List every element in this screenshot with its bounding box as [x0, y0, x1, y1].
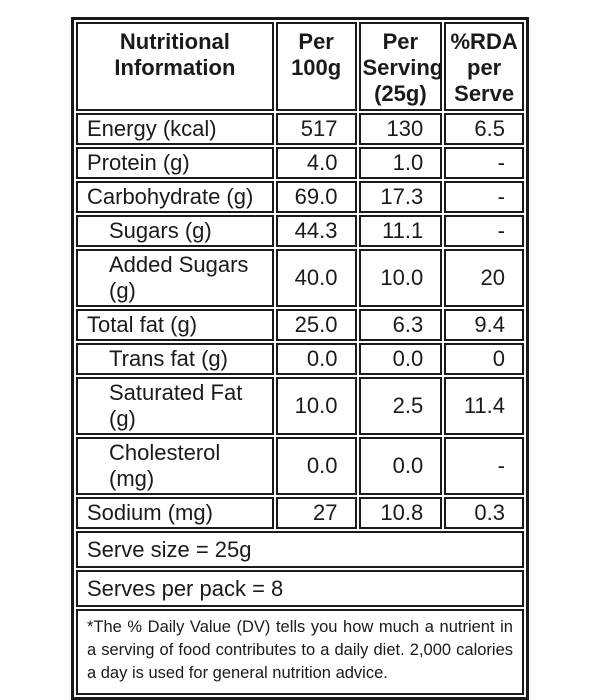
footnote-text: *The % Daily Value (DV) tells you how mu…: [76, 609, 524, 695]
header-rda-per-serve: %RDA per Serve: [444, 22, 524, 111]
table-row: Cholesterol (mg) 0.0 0.0-: [76, 437, 524, 495]
value-per-serving: 0.0: [358, 437, 443, 495]
value-rda: 6.5: [444, 113, 524, 145]
nutrient-label: Added Sugars (g): [76, 249, 274, 307]
value-rda: 0.3: [444, 497, 524, 529]
value-rda: -: [444, 437, 524, 495]
value-per-serving: 10.0: [358, 249, 443, 307]
serves-per-pack-text: Serves per pack = 8: [76, 570, 524, 607]
header-per-100g: Per 100g: [275, 22, 357, 111]
value-rda: 20: [444, 249, 524, 307]
value-per-serving: 1.0: [358, 147, 443, 179]
value-per-100g: 0.0: [275, 343, 357, 375]
table-row: Carbohydrate (g) 69.0 17.3-: [76, 181, 524, 213]
value-rda: 9.4: [444, 309, 524, 341]
nutrition-table: Nutritional Information Per 100g Per Ser…: [71, 17, 529, 700]
value-per-serving: 6.3: [358, 309, 443, 341]
value-per-serving: 2.5: [358, 377, 443, 435]
nutrient-label: Energy (kcal): [76, 113, 274, 145]
value-per-100g: 27: [275, 497, 357, 529]
value-per-serving: 0.0: [358, 343, 443, 375]
value-per-100g: 25.0: [275, 309, 357, 341]
value-rda: 11.4: [444, 377, 524, 435]
serve-size-row: Serve size = 25g: [76, 531, 524, 568]
serve-size-text: Serve size = 25g: [76, 531, 524, 568]
value-per-100g: 44.3: [275, 215, 357, 247]
nutrient-label: Saturated Fat (g): [76, 377, 274, 435]
nutrient-label: Protein (g): [76, 147, 274, 179]
header-row: Nutritional Information Per 100g Per Ser…: [76, 22, 524, 111]
nutrition-label-page: Nutritional Information Per 100g Per Ser…: [71, 17, 529, 700]
table-row: Protein (g) 4.0 1.0-: [76, 147, 524, 179]
nutrient-label: Carbohydrate (g): [76, 181, 274, 213]
value-per-100g: 517: [275, 113, 357, 145]
value-rda: 0: [444, 343, 524, 375]
table-row: Added Sugars (g) 40.0 10.0 20: [76, 249, 524, 307]
value-per-100g: 10.0: [275, 377, 357, 435]
value-per-100g: 69.0: [275, 181, 357, 213]
value-per-serving: 10.8: [358, 497, 443, 529]
nutrient-label: Sugars (g): [76, 215, 274, 247]
table-row: Trans fat (g) 0.0 0.0 0: [76, 343, 524, 375]
nutrient-rows: Energy (kcal) 517 130 6.5 Protein (g) 4.0 1.0-…: [76, 113, 524, 529]
table-row: Saturated Fat (g) 10.0 2.5 11.4: [76, 377, 524, 435]
value-per-100g: 0.0: [275, 437, 357, 495]
nutrient-label: Total fat (g): [76, 309, 274, 341]
nutrient-label: Cholesterol (mg): [76, 437, 274, 495]
table-row: Total fat (g) 25.0 6.3 9.4: [76, 309, 524, 341]
table-row: Sodium (mg) 27 10.8 0.3: [76, 497, 524, 529]
nutrient-label: Sodium (mg): [76, 497, 274, 529]
value-per-serving: 17.3: [358, 181, 443, 213]
header-per-serving: Per Serving (25g): [358, 22, 443, 111]
table-row: Energy (kcal) 517 130 6.5: [76, 113, 524, 145]
value-per-100g: 4.0: [275, 147, 357, 179]
summary-rows: Serve size = 25g Serves per pack = 8 *Th…: [76, 531, 524, 695]
value-rda: -: [444, 147, 524, 179]
value-per-serving: 11.1: [358, 215, 443, 247]
value-rda: -: [444, 181, 524, 213]
value-rda: -: [444, 215, 524, 247]
value-per-100g: 40.0: [275, 249, 357, 307]
header-nutritional-information: Nutritional Information: [76, 22, 274, 111]
value-per-serving: 130: [358, 113, 443, 145]
footnote-row: *The % Daily Value (DV) tells you how mu…: [76, 609, 524, 695]
serves-per-pack-row: Serves per pack = 8: [76, 570, 524, 607]
table-row: Sugars (g) 44.3 11.1-: [76, 215, 524, 247]
nutrient-label: Trans fat (g): [76, 343, 274, 375]
table-header: Nutritional Information Per 100g Per Ser…: [76, 22, 524, 111]
